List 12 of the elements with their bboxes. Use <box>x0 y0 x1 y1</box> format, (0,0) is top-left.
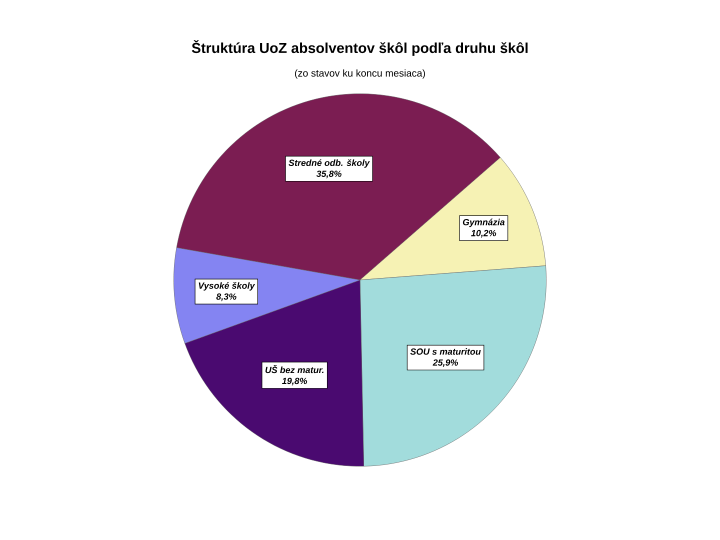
slice-label: Gymnázia <box>462 218 505 228</box>
data-label: 8,3% <box>216 293 236 302</box>
data-label: 35,8% <box>316 170 342 178</box>
slice-label: SOU s maturitou <box>410 348 481 355</box>
chart-subtitle: (zo stavov ku koncu mesiaca) <box>295 69 425 79</box>
slice-label: UŠ bez matur. <box>265 365 324 374</box>
slice-label: Stredné odb. školy <box>288 159 370 168</box>
data-label: 10,2% <box>471 230 496 238</box>
data-label: 19,8% <box>282 378 308 386</box>
chart-title: Štruktúra UoZ absolventov škôl podľa druhu škôl <box>192 40 528 56</box>
data-label: 25,9% <box>432 359 458 368</box>
slice-label: Vysoké školy <box>198 282 256 291</box>
